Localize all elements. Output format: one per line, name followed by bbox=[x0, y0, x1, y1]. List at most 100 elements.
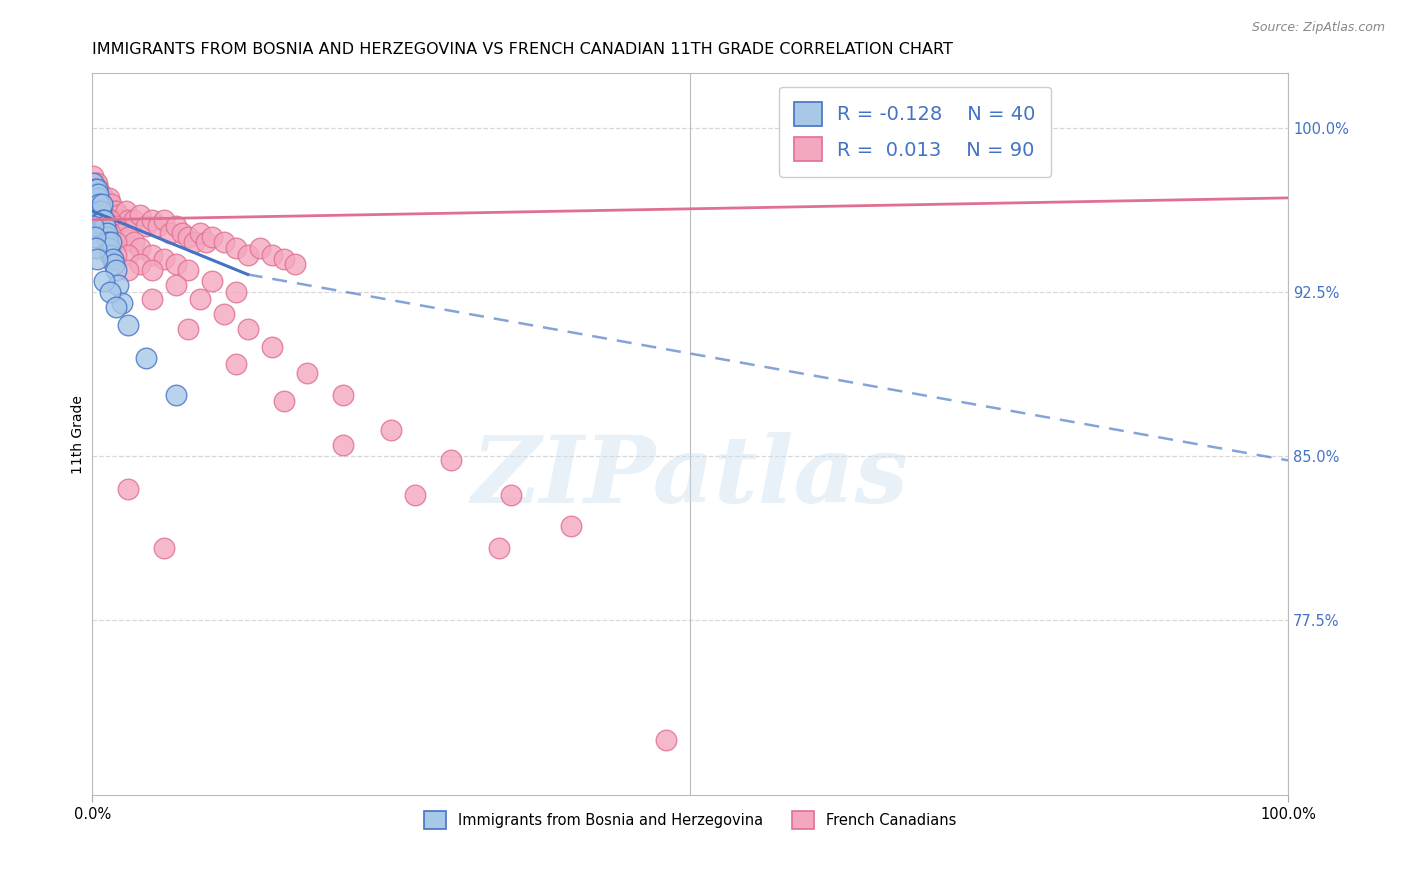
Point bbox=[201, 274, 224, 288]
Point bbox=[236, 322, 259, 336]
Point bbox=[117, 263, 139, 277]
Point bbox=[93, 212, 115, 227]
Point bbox=[111, 226, 134, 240]
Point bbox=[499, 488, 522, 502]
Point bbox=[236, 248, 259, 262]
Point bbox=[82, 176, 104, 190]
Point bbox=[84, 186, 107, 201]
Point bbox=[141, 292, 163, 306]
Point bbox=[153, 541, 176, 555]
Point bbox=[83, 176, 105, 190]
Point bbox=[87, 182, 110, 196]
Point bbox=[440, 453, 463, 467]
Point bbox=[188, 226, 211, 240]
Point bbox=[170, 226, 193, 240]
Point bbox=[183, 235, 205, 249]
Point bbox=[404, 488, 426, 502]
Point bbox=[90, 186, 112, 201]
Point bbox=[111, 296, 134, 310]
Point bbox=[107, 278, 129, 293]
Point bbox=[93, 226, 115, 240]
Point bbox=[87, 191, 110, 205]
Point bbox=[225, 241, 247, 255]
Point bbox=[90, 191, 112, 205]
Point bbox=[273, 394, 295, 409]
Point bbox=[135, 219, 157, 234]
Point bbox=[90, 204, 112, 219]
Point bbox=[177, 263, 200, 277]
Point bbox=[86, 182, 108, 196]
Point bbox=[97, 191, 120, 205]
Point bbox=[284, 256, 307, 270]
Point bbox=[117, 482, 139, 496]
Point bbox=[90, 212, 112, 227]
Point bbox=[93, 226, 115, 240]
Point bbox=[98, 285, 121, 299]
Point bbox=[153, 252, 176, 267]
Point bbox=[273, 252, 295, 267]
Point bbox=[84, 191, 107, 205]
Point bbox=[84, 191, 107, 205]
Point bbox=[103, 256, 125, 270]
Point bbox=[90, 208, 112, 222]
Point bbox=[380, 423, 402, 437]
Point bbox=[84, 241, 107, 255]
Point bbox=[249, 241, 271, 255]
Point bbox=[117, 230, 139, 244]
Point bbox=[89, 197, 111, 211]
Point bbox=[117, 318, 139, 332]
Point bbox=[105, 248, 128, 262]
Point bbox=[260, 340, 283, 354]
Text: IMMIGRANTS FROM BOSNIA AND HERZEGOVINA VS FRENCH CANADIAN 11TH GRADE CORRELATION: IMMIGRANTS FROM BOSNIA AND HERZEGOVINA V… bbox=[93, 42, 953, 57]
Point bbox=[153, 212, 176, 227]
Point bbox=[82, 219, 104, 234]
Point bbox=[177, 322, 200, 336]
Point bbox=[129, 256, 152, 270]
Point bbox=[89, 191, 111, 205]
Point bbox=[84, 182, 107, 196]
Point bbox=[90, 197, 112, 211]
Point bbox=[93, 212, 115, 227]
Point bbox=[225, 357, 247, 371]
Point bbox=[105, 300, 128, 314]
Point bbox=[194, 235, 217, 249]
Point bbox=[165, 388, 187, 402]
Point bbox=[117, 212, 139, 227]
Point bbox=[103, 204, 125, 219]
Point bbox=[201, 230, 224, 244]
Point bbox=[177, 230, 200, 244]
Point bbox=[165, 219, 187, 234]
Point bbox=[96, 226, 118, 240]
Point bbox=[82, 169, 104, 183]
Point bbox=[93, 208, 115, 222]
Point bbox=[94, 219, 117, 234]
Point bbox=[225, 285, 247, 299]
Point bbox=[86, 191, 108, 205]
Point bbox=[87, 186, 110, 201]
Point bbox=[83, 182, 105, 196]
Y-axis label: 11th Grade: 11th Grade bbox=[72, 394, 86, 474]
Point bbox=[98, 212, 121, 227]
Point bbox=[165, 278, 187, 293]
Point bbox=[117, 248, 139, 262]
Point bbox=[114, 204, 136, 219]
Point bbox=[111, 212, 134, 227]
Point bbox=[107, 208, 129, 222]
Point bbox=[188, 292, 211, 306]
Point bbox=[129, 241, 152, 255]
Point bbox=[560, 519, 582, 533]
Point bbox=[135, 351, 157, 365]
Point bbox=[212, 307, 235, 321]
Text: Source: ZipAtlas.com: Source: ZipAtlas.com bbox=[1251, 21, 1385, 35]
Point bbox=[141, 263, 163, 277]
Point bbox=[122, 235, 145, 249]
Point bbox=[86, 252, 108, 267]
Point bbox=[90, 204, 112, 219]
Point bbox=[93, 191, 115, 205]
Point bbox=[297, 366, 319, 380]
Point bbox=[89, 197, 111, 211]
Point bbox=[98, 226, 121, 240]
Point bbox=[87, 212, 110, 227]
Point bbox=[105, 204, 128, 219]
Point bbox=[260, 248, 283, 262]
